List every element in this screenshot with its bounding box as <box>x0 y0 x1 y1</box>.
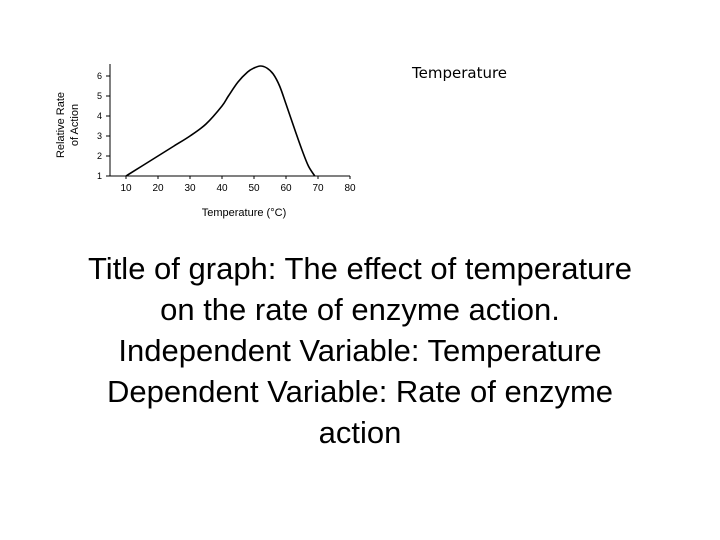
x-tick-label: 80 <box>344 183 356 194</box>
caption-line-5: action <box>318 415 402 450</box>
caption-line-2: on the rate of enzyme action. <box>160 292 560 327</box>
x-tick-label: 60 <box>280 183 292 194</box>
y-tick-label: 6 <box>97 71 102 81</box>
x-tick-label: 40 <box>216 183 228 194</box>
slide-caption: Title of graph: The effect of temperatur… <box>0 248 720 453</box>
x-tick-label: 30 <box>184 183 196 194</box>
enzyme-rate-chart: 1 2 3 4 5 6 10 20 30 40 50 60 70 80 Temperature (°C) Re… <box>55 64 356 219</box>
x-tick-label: 20 <box>152 183 164 194</box>
x-tick-label: 50 <box>248 183 260 194</box>
caption-line-4: Dependent Variable: Rate of enzyme <box>106 374 614 409</box>
x-tick-label: 10 <box>120 183 132 194</box>
rate-curve-line <box>125 65 316 177</box>
caption-line-1: Title of graph: The effect of temperatur… <box>88 251 632 286</box>
temperature-label: Temperature <box>412 64 508 82</box>
y-tick-label: 5 <box>97 91 102 101</box>
y-tick-label: 1 <box>97 171 102 181</box>
caption-line-3: Independent Variable: Temperature <box>118 333 602 368</box>
x-axis-title: Temperature (°C) <box>202 207 286 219</box>
y-tick-label: 4 <box>97 111 102 121</box>
y-axis-title-line: Relative Rate <box>55 92 67 158</box>
y-tick-label: 2 <box>97 151 102 161</box>
y-tick-label: 3 <box>97 131 102 141</box>
y-axis-title-line: of Action <box>69 104 81 146</box>
x-tick-label: 70 <box>312 183 324 194</box>
